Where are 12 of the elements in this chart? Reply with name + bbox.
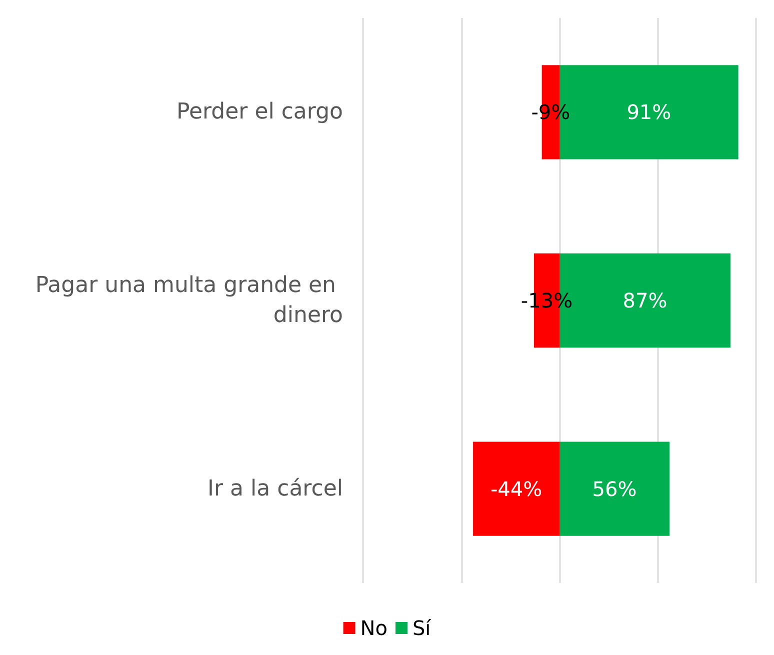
y-tick-label: Pagar una multa grande en dinero — [35, 273, 343, 328]
data-label: 56% — [592, 476, 637, 501]
data-label: 91% — [626, 100, 672, 124]
data-label: -44% — [490, 476, 542, 501]
legend-label: Sí — [412, 616, 432, 640]
bar — [473, 442, 560, 536]
data-label: -9% — [531, 100, 570, 124]
y-tick-label: Ir a la cárcel — [208, 476, 343, 502]
legend-label: No — [360, 616, 388, 640]
y-tick-label: Perder el cargo — [176, 100, 343, 125]
bar — [560, 442, 670, 536]
data-label: 87% — [622, 288, 668, 312]
